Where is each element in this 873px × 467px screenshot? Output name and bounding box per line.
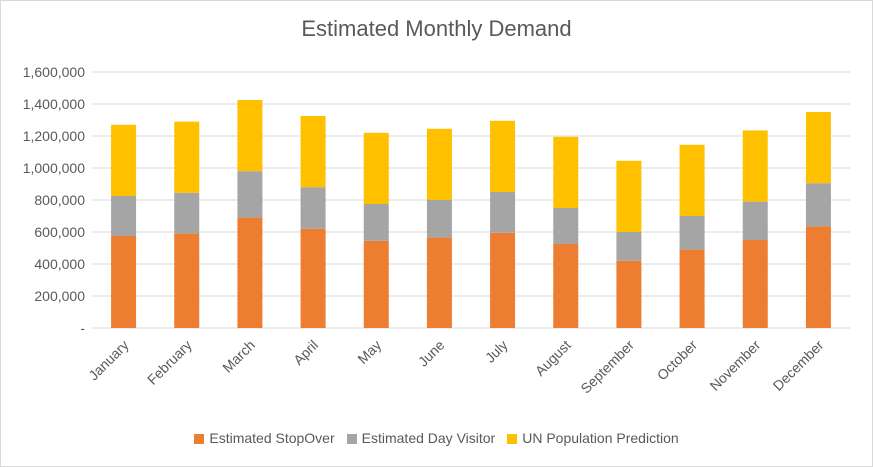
- bar-segment: [363, 204, 389, 241]
- legend-label: Estimated Day Visitor: [361, 430, 496, 446]
- x-tick-label: April: [290, 337, 321, 368]
- legend-item: Estimated Day Visitor: [346, 430, 496, 446]
- legend-label: Estimated StopOver: [209, 430, 335, 446]
- bar-segment: [111, 124, 137, 196]
- bar-segment: [363, 240, 389, 328]
- y-tick-label: 1,600,000: [23, 64, 85, 80]
- x-tick-label: January: [85, 337, 132, 384]
- x-tick-label: March: [219, 337, 258, 376]
- x-tick-label: February: [144, 337, 195, 388]
- bar-segment: [490, 192, 516, 233]
- x-tick-label: May: [354, 337, 384, 367]
- legend-swatch: [507, 434, 518, 444]
- bar-segment: [553, 244, 579, 328]
- bar-segment: [300, 228, 326, 328]
- legend-swatch: [194, 434, 205, 444]
- bar-segment: [237, 217, 263, 328]
- y-tick-label: 1,400,000: [23, 96, 85, 112]
- chart-title: Estimated Monthly Demand: [301, 16, 572, 41]
- y-tick-label: 1,200,000: [23, 128, 85, 144]
- bar-segment: [679, 216, 705, 250]
- legend-item: UN Population Prediction: [507, 430, 679, 446]
- bar-segment: [805, 183, 831, 227]
- bar-segment: [679, 249, 705, 328]
- x-tick-label: October: [654, 337, 701, 384]
- bar-segment: [805, 226, 831, 328]
- legend-item: Estimated StopOver: [194, 430, 335, 446]
- x-tick-label: August: [532, 337, 574, 379]
- bar-segment: [742, 240, 768, 328]
- y-tick-label: 1,000,000: [23, 160, 85, 176]
- x-tick-label: December: [770, 337, 827, 394]
- bar-segment: [174, 121, 200, 193]
- bar-segment: [426, 128, 452, 200]
- y-tick-label: -: [80, 320, 85, 336]
- x-tick-label: June: [415, 337, 448, 370]
- bar-segment: [237, 100, 263, 172]
- legend: Estimated StopOver Estimated Day Visitor U…: [0, 430, 873, 446]
- bar-segment: [111, 196, 137, 236]
- bar-segment: [174, 192, 200, 234]
- y-tick-label: 400,000: [34, 256, 85, 272]
- bar-segment: [805, 112, 831, 184]
- x-tick-label: September: [577, 337, 637, 397]
- bar-segment: [111, 236, 137, 328]
- bar-segment: [742, 130, 768, 202]
- bar-segment: [616, 232, 642, 261]
- bar-segment: [553, 136, 579, 208]
- bar-segment: [553, 208, 579, 244]
- bar-segment: [490, 232, 516, 328]
- bar-segment: [742, 201, 768, 240]
- bar-segment: [426, 237, 452, 328]
- y-tick-label: 800,000: [34, 192, 85, 208]
- y-tick-label: 600,000: [34, 224, 85, 240]
- bar-segment: [490, 120, 516, 192]
- bar-segment: [300, 187, 326, 229]
- bar-segment: [616, 160, 642, 232]
- bar-segment: [237, 171, 263, 218]
- bar-segment: [363, 132, 389, 204]
- x-tick-label: November: [706, 337, 763, 394]
- bar-segment: [426, 200, 452, 238]
- y-tick-label: 200,000: [34, 288, 85, 304]
- x-tick-label: July: [482, 337, 511, 366]
- legend-swatch: [346, 434, 357, 444]
- bar-segment: [174, 233, 200, 328]
- bar-segment: [300, 116, 326, 188]
- bar-segment: [679, 144, 705, 216]
- bar-segment: [616, 260, 642, 328]
- legend-label: UN Population Prediction: [522, 430, 679, 446]
